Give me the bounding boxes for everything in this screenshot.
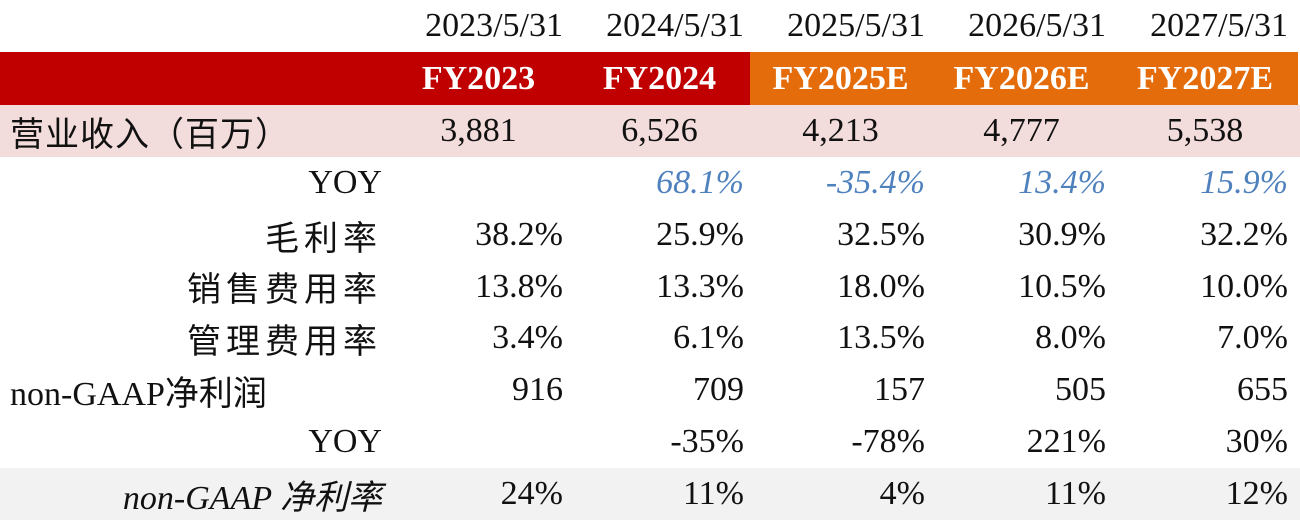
- fiscal-year-header-cell: FY2023: [388, 52, 569, 105]
- table-cell: 5,538: [1166, 112, 1244, 149]
- fiscal-year-header-cell: FY2026E: [931, 52, 1112, 105]
- selling-expense-ratio-row: 销售费用率 13.8% 13.3% 18.0% 10.5% 10.0%: [0, 261, 1300, 312]
- table-cell: 68.1%: [656, 164, 744, 201]
- table-cell: [388, 416, 569, 468]
- fiscal-year-header-cell: FY2024: [569, 52, 750, 105]
- table-cell: 4%: [879, 475, 925, 512]
- date-header-cell: 2027/5/31: [1150, 7, 1288, 44]
- table-cell: 32.2%: [1200, 216, 1288, 253]
- row-label: non-GAAP净利润: [10, 375, 267, 413]
- row-label: 营业收入（百万）: [10, 116, 290, 154]
- table-cell: -35.4%: [825, 164, 925, 201]
- table-cell: 13.5%: [837, 319, 925, 356]
- table-cell: 25.9%: [656, 216, 744, 253]
- table-cell: 4,777: [983, 112, 1060, 149]
- table-cell: 30.9%: [1018, 216, 1106, 253]
- table-cell: 18.0%: [837, 267, 925, 305]
- table-cell: 157: [874, 371, 925, 408]
- fiscal-year-header-corner: [0, 52, 388, 105]
- date-header-corner: [0, 0, 388, 52]
- table-cell: 4,213: [802, 112, 879, 149]
- revenue-yoy-row: YOY 68.1% -35.4% 13.4% 15.9%: [0, 157, 1300, 209]
- non-gaap-net-margin-row: non-GAAP 净利率 24% 11% 4% 11% 12%: [0, 468, 1300, 520]
- table-cell: 24%: [500, 475, 563, 512]
- table-cell: 6,526: [621, 112, 698, 149]
- net-profit-yoy-row: YOY -35% -78% 221% 30%: [0, 416, 1300, 468]
- row-label: YOY: [308, 423, 382, 460]
- table-cell: [388, 157, 569, 209]
- row-label: 销售费用率: [187, 272, 382, 309]
- table-cell: 15.9%: [1200, 164, 1288, 201]
- fiscal-year-header-cell: FY2025E: [750, 52, 931, 105]
- row-label: non-GAAP 净利率: [122, 479, 382, 517]
- fiscal-year-header-row: FY2023 FY2024 FY2025E FY2026E FY2027E: [0, 52, 1300, 105]
- table-cell: 505: [1055, 371, 1106, 408]
- date-header-cell: 2024/5/31: [606, 7, 744, 44]
- table-cell: 10.0%: [1200, 267, 1288, 305]
- table-cell: 6.1%: [673, 319, 744, 356]
- non-gaap-net-profit-row: non-GAAP净利润 916 709 157 505 655: [0, 364, 1300, 416]
- table-cell: 11%: [682, 475, 744, 512]
- gross-margin-row: 毛利率 38.2% 25.9% 32.5% 30.9% 32.2%: [0, 209, 1300, 261]
- admin-expense-ratio-row: 管理费用率 3.4% 6.1% 13.5% 8.0% 7.0%: [0, 312, 1300, 364]
- table-cell: 13.8%: [475, 267, 563, 305]
- table-cell: 709: [693, 371, 744, 408]
- date-header-cell: 2025/5/31: [787, 7, 925, 44]
- table-cell: 916: [512, 371, 563, 408]
- date-header-cell: 2023/5/31: [425, 7, 563, 44]
- table-cell: 7.0%: [1217, 319, 1288, 356]
- revenue-row: 营业收入（百万） 3,881 6,526 4,213 4,777 5,538: [0, 105, 1300, 157]
- table-cell: 30%: [1225, 423, 1288, 460]
- date-header-row: 2023/5/31 2024/5/31 2025/5/31 2026/5/31 …: [0, 0, 1300, 52]
- table-cell: 3.4%: [492, 319, 563, 356]
- table-cell: 10.5%: [1018, 267, 1106, 305]
- row-label: 管理费用率: [187, 323, 382, 361]
- table-cell: -35%: [670, 423, 744, 460]
- row-label: 毛利率: [265, 220, 382, 258]
- table-cell: 12%: [1225, 475, 1288, 512]
- date-header-cell: 2026/5/31: [968, 7, 1106, 44]
- table-cell: 3,881: [440, 112, 517, 149]
- table-cell: 221%: [1026, 423, 1106, 460]
- table-cell: 13.4%: [1018, 164, 1106, 201]
- row-label: YOY: [308, 164, 382, 201]
- table-cell: 8.0%: [1035, 319, 1106, 356]
- table-cell: 11%: [1044, 475, 1106, 512]
- table-cell: 38.2%: [475, 216, 563, 253]
- table-cell: 655: [1237, 371, 1288, 408]
- table-cell: 13.3%: [656, 267, 744, 305]
- fiscal-year-header-cell: FY2027E: [1112, 52, 1298, 105]
- table-cell: -78%: [851, 423, 925, 460]
- table-cell: 32.5%: [837, 216, 925, 253]
